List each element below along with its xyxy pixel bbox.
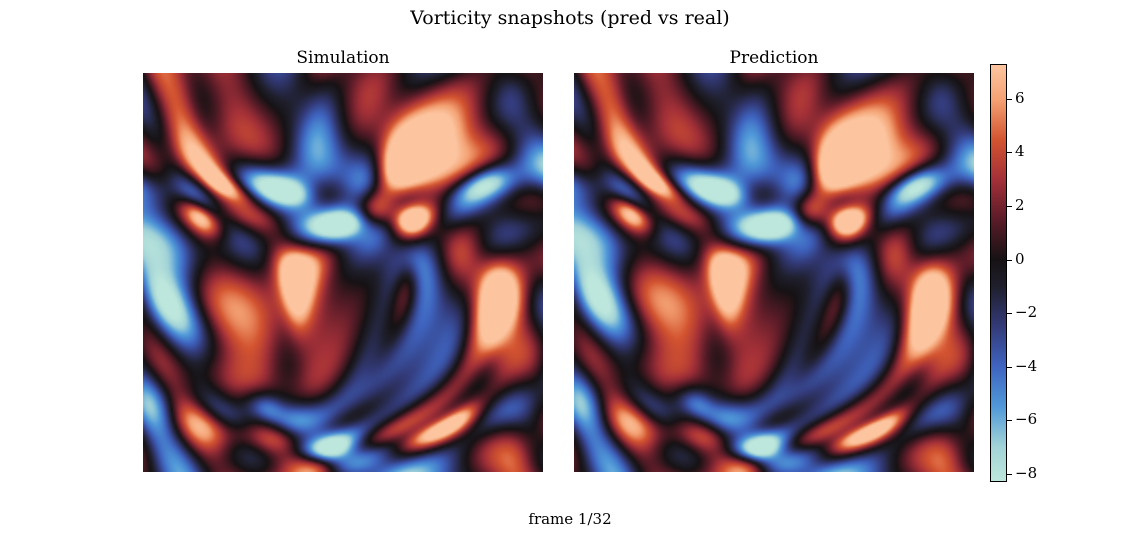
colorbar-tick-mark: [1007, 474, 1012, 475]
colorbar-tick-label: 2: [1015, 196, 1025, 214]
colorbar-tick-label: −4: [1015, 356, 1038, 375]
colorbar-tick-mark: [1007, 366, 1012, 368]
figure-title: Vorticity snapshots (pred vs real): [410, 7, 730, 29]
colorbar-tick-label: 4: [1015, 142, 1025, 161]
colorbar-tick-label: −6: [1015, 410, 1038, 429]
simulation-heatmap-image: [143, 73, 543, 472]
frame-counter: frame 1/32: [528, 510, 612, 528]
colorbar-gradient: [990, 64, 1007, 482]
colorbar-tick-mark: [1007, 420, 1012, 422]
colorbar-tick-mark: [1007, 98, 1012, 100]
colorbar-tick-label: 0: [1015, 249, 1025, 268]
panel-title-simulation: Simulation: [296, 48, 390, 68]
prediction-heatmap-image: [574, 73, 974, 472]
colorbar-tick-label: 6: [1015, 88, 1025, 107]
colorbar-tick-mark: [1007, 313, 1012, 315]
simulation-heatmap: [143, 73, 543, 472]
colorbar-tick-mark: [1007, 259, 1012, 261]
colorbar-tick-mark: [1007, 152, 1012, 154]
panel-title-prediction: Prediction: [729, 48, 819, 68]
prediction-heatmap: [574, 73, 974, 472]
colorbar: 6 4 2 0 −2 −4 −6 −8: [990, 64, 1070, 482]
colorbar-tick-label: −8: [1015, 464, 1038, 482]
colorbar-tick-mark: [1007, 206, 1012, 207]
colorbar-tick-label: −2: [1015, 303, 1038, 322]
